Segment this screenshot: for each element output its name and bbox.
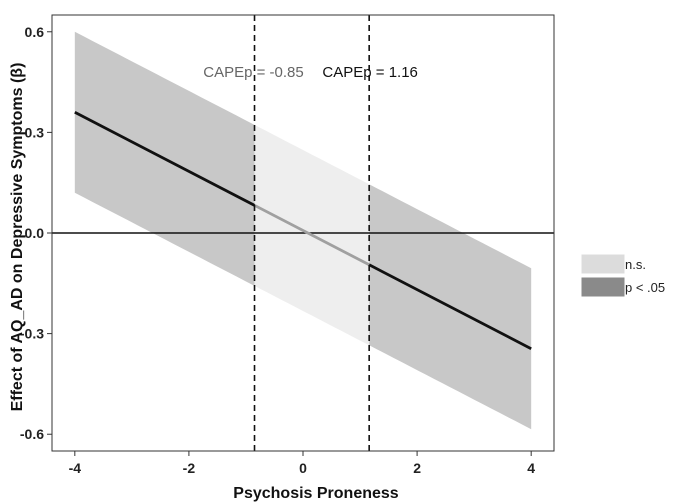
legend-label-2: p < .05 (625, 280, 665, 295)
x-tick-label: -2 (183, 460, 196, 476)
y-tick-label: 0.0 (25, 225, 45, 241)
x-tick-label: 4 (527, 460, 535, 476)
axes: CAPEp = -0.85 CAPEp = 1.16 -4 -2 0 2 4 -0.6 -0.3… (20, 14, 555, 476)
x-tick-label: 0 (299, 460, 307, 476)
annotation-1: CAPEp = -0.85 (203, 64, 303, 81)
x-tick-label: 2 (413, 460, 421, 476)
annotation-2: CAPEp = 1.16 (322, 64, 417, 81)
y-tick-label: -0.3 (20, 326, 44, 342)
estimate-line-ns-middle (253, 204, 370, 267)
y-axis-title: Effect of AQ_AD on Depressive Symptoms (… (9, 63, 26, 412)
legend-swatch-2 (580, 276, 626, 298)
y-tick-label: -0.6 (20, 426, 44, 442)
plot-area (52, 15, 554, 451)
y-tick-label: 0.6 (25, 24, 45, 40)
legend-label-1: n.s. (625, 257, 646, 272)
estimate-line-significant-left (74, 111, 256, 207)
estimate-line-significant-right (368, 263, 532, 350)
legend-swatch-1 (580, 253, 626, 275)
legend: n.s. p < .05 (580, 253, 665, 298)
y-tick-label: 0.3 (25, 124, 45, 140)
x-tick-label: -4 (69, 460, 82, 476)
x-axis-title: Psychosis Proneness (233, 485, 399, 502)
